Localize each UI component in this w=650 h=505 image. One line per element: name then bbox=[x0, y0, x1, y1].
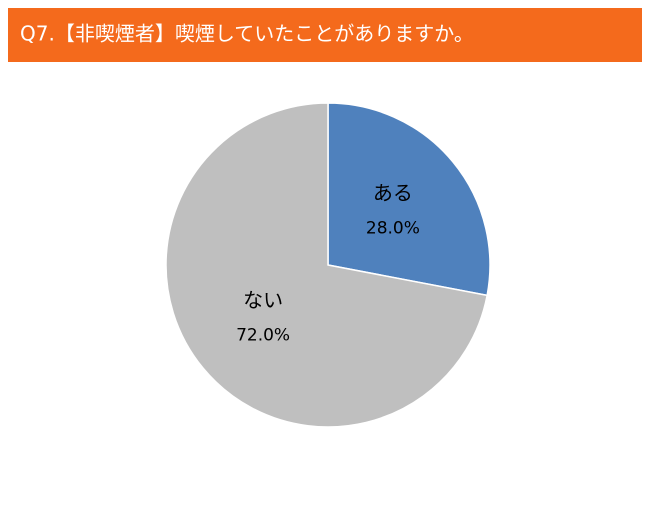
slice-category-label: ない bbox=[243, 288, 283, 312]
header-bar bbox=[8, 8, 642, 62]
pie-slice bbox=[327, 102, 491, 297]
chart-title: Q7.【非喫煙者】喫煙していたことがありますか。 bbox=[20, 22, 474, 46]
slice-value-label: 72.0% bbox=[236, 326, 290, 346]
slice-value-label: 28.0% bbox=[366, 218, 420, 238]
pie-slice bbox=[165, 102, 489, 428]
slice-category-label: ある bbox=[373, 181, 413, 205]
